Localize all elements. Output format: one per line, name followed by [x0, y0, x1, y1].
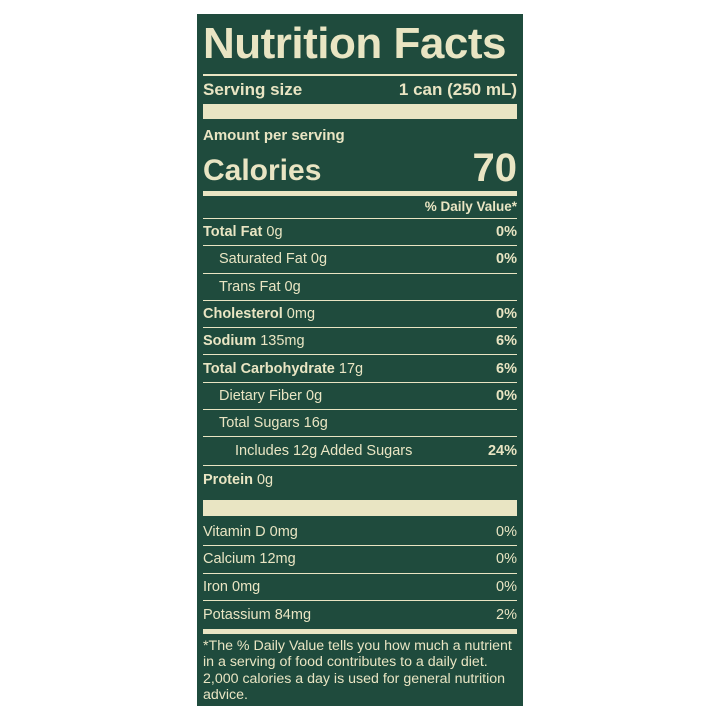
- amount-per-serving: Amount per serving: [203, 127, 345, 144]
- nutrient-name: Total Fat 0g: [203, 224, 283, 241]
- vitamin-row: Vitamin D 0mg 0%: [203, 519, 517, 547]
- nutrient-name: Calcium 12mg: [203, 551, 296, 568]
- vitamin-row: Calcium 12mg 0%: [203, 546, 517, 574]
- nutrient-amount: 84mg: [274, 606, 312, 623]
- nutrient-row: Total Carbohydrate 17g 6%: [203, 355, 517, 383]
- nutrient-row: Saturated Fat 0g 0%: [203, 246, 517, 274]
- vitamin-list: Vitamin D 0mg 0% Calcium 12mg 0% Iron 0mg 0% P…: [203, 519, 517, 629]
- nutrient-name: Includes 12g Added Sugars: [235, 443, 413, 460]
- nutrient-amount: 0g: [256, 472, 274, 489]
- daily-value-percent: 6%: [496, 360, 517, 377]
- nutrient-row: Dietary Fiber 0g 0%: [203, 383, 517, 411]
- calories-value: 70: [472, 146, 518, 190]
- nutrient-name: Protein 0g: [203, 472, 274, 489]
- nutrient-row: Cholesterol 0mg 0%: [203, 301, 517, 329]
- thick-divider: [203, 104, 517, 119]
- daily-value-percent: 0%: [496, 251, 517, 268]
- nutrient-row: Protein 0g: [203, 466, 517, 493]
- nutrient-name: Vitamin D 0mg: [203, 523, 298, 540]
- nutrient-row: Total Sugars 16g: [203, 410, 517, 438]
- nutrition-facts-label: Nutrition Facts Serving size 1 can (250 …: [197, 14, 523, 706]
- nutrient-name: Cholesterol 0mg: [203, 306, 316, 323]
- nutrient-amount: 0g: [266, 224, 283, 241]
- divider: [203, 74, 517, 76]
- serving-size-value: 1 can (250 mL): [398, 80, 517, 99]
- nutrient-name: Trans Fat 0g: [219, 278, 301, 295]
- nutrient-amount: 0g: [310, 251, 328, 268]
- daily-value-percent: 0%: [496, 387, 517, 404]
- nutrient-amount: 0g: [284, 278, 301, 295]
- daily-value-percent: 2%: [496, 606, 517, 623]
- nutrient-name: Total Carbohydrate 17g: [203, 360, 364, 377]
- daily-value-percent: 0%: [496, 306, 517, 323]
- nutrient-row: Total Fat 0g 0%: [203, 219, 517, 247]
- vitamin-row: Potassium 84mg 2%: [203, 601, 517, 629]
- nutrient-amount: 16g: [303, 415, 328, 432]
- nutrient-name: Saturated Fat 0g: [219, 251, 328, 268]
- nutrient-name: Potassium 84mg: [203, 606, 312, 623]
- daily-value-percent: 0%: [496, 523, 517, 540]
- nutrient-name: Dietary Fiber 0g: [219, 387, 323, 404]
- nutrient-row: Trans Fat 0g: [203, 274, 517, 301]
- medium-divider: [203, 191, 517, 196]
- calories-row: Calories 70: [203, 145, 517, 189]
- nutrient-name: Iron 0mg: [203, 578, 261, 595]
- thick-divider: [203, 499, 517, 516]
- label-title: Nutrition Facts: [203, 19, 506, 68]
- daily-value-percent: 0%: [496, 224, 517, 241]
- nutrient-amount: 0g: [306, 387, 323, 404]
- daily-value-header: % Daily Value*: [203, 196, 517, 219]
- nutrient-amount: 12mg: [259, 551, 296, 568]
- nutrient-row: Sodium 135mg 6%: [203, 328, 517, 356]
- vitamin-row: Iron 0mg 0%: [203, 574, 517, 602]
- nutrient-name: Sodium 135mg: [203, 333, 305, 350]
- nutrient-amount: 0mg: [269, 523, 298, 540]
- daily-value-percent: 0%: [496, 551, 517, 568]
- daily-value-percent: 6%: [496, 333, 517, 350]
- nutrient-name: Total Sugars 16g: [219, 415, 328, 432]
- nutrient-amount: 135mg: [260, 333, 305, 350]
- daily-value-percent: 0%: [496, 578, 517, 595]
- daily-value-percent: 24%: [487, 443, 517, 460]
- nutrient-amount: 17g: [338, 360, 364, 377]
- nutrient-amount: 0mg: [286, 306, 316, 323]
- footnote: *The % Daily Value tells you how much a …: [203, 637, 512, 704]
- nutrient-row: Includes 12g Added Sugars 24%: [203, 437, 517, 467]
- serving-size-label: Serving size: [203, 80, 303, 99]
- nutrient-list: Total Fat 0g 0% Saturated Fat 0g 0% Trans Fa…: [203, 219, 517, 494]
- serving-size-row: Serving size 1 can (250 mL): [203, 76, 517, 104]
- calories-label: Calories: [203, 154, 322, 187]
- medium-divider: [203, 628, 517, 634]
- nutrient-amount: 0mg: [232, 578, 261, 595]
